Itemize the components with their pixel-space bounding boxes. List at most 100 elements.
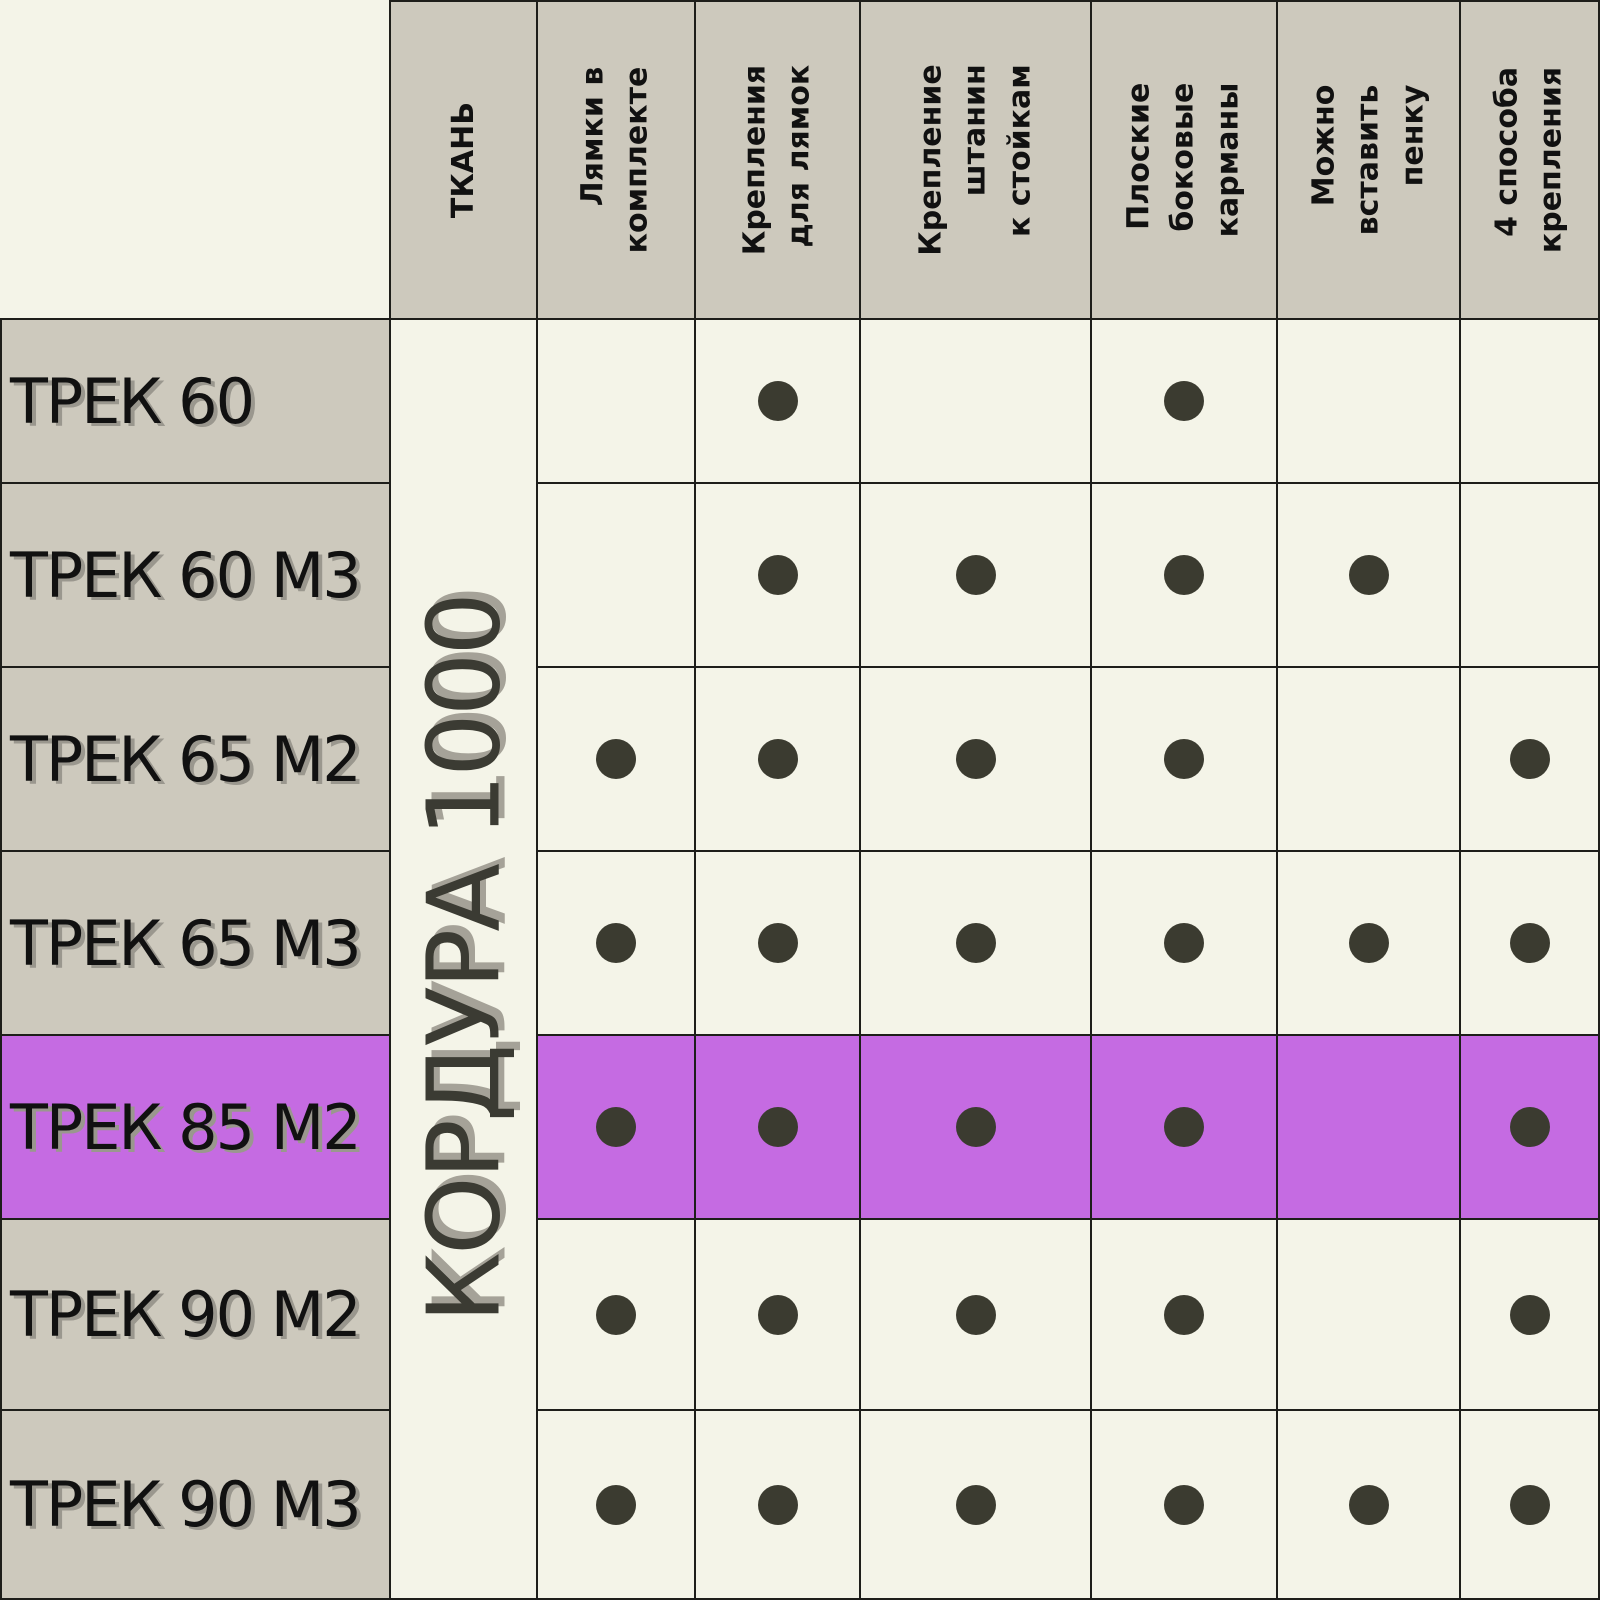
feature-cell: [694, 1218, 859, 1409]
feature-cell: [1276, 482, 1459, 666]
filled-circle-icon: [1164, 1294, 1204, 1335]
feature-cell: [859, 1409, 1090, 1600]
row-label: ТРЕК 65 М3: [0, 850, 391, 1034]
feature-cell: [1090, 1409, 1276, 1600]
header-feature-label: Можно вставить пенку: [1305, 84, 1430, 236]
feature-cell: [1459, 1409, 1600, 1600]
header-feature-label: Лямки в комплекте: [575, 66, 655, 254]
filled-circle-icon: [1164, 739, 1204, 779]
filled-circle-icon: [596, 1107, 636, 1147]
feature-cell: [1090, 1218, 1276, 1409]
feature-cell: [1276, 666, 1459, 850]
feature-cell: [1459, 318, 1600, 482]
feature-cell: [536, 482, 694, 666]
filled-circle-icon: [955, 555, 996, 595]
feature-cell: [1276, 1034, 1459, 1218]
filled-circle-icon: [757, 1294, 798, 1335]
filled-circle-icon: [1164, 555, 1204, 595]
row-label: ТРЕК 60 М3: [0, 482, 391, 666]
fabric-value: КОРДУРА 1000: [405, 594, 522, 1324]
filled-circle-icon: [757, 1484, 798, 1525]
header-feature-3: Крепление штанин к стойкам: [859, 0, 1090, 320]
feature-cell: [859, 1218, 1090, 1409]
header-feature-1: Лямки в комплекте: [536, 0, 694, 320]
header-feature-4: Плоские боковые карманы: [1090, 0, 1276, 320]
model-name: ТРЕК 60 М3: [10, 538, 362, 612]
feature-cell: [1459, 482, 1600, 666]
feature-cell: [859, 850, 1090, 1034]
filled-circle-icon: [1509, 923, 1550, 963]
filled-circle-icon: [596, 923, 636, 963]
filled-circle-icon: [955, 739, 996, 779]
feature-cell: [536, 850, 694, 1034]
filled-circle-icon: [955, 1294, 996, 1335]
feature-cell: [1459, 1034, 1600, 1218]
model-name: ТРЕК 65 М2: [10, 722, 362, 796]
row-label: ТРЕК 90 М3: [0, 1409, 391, 1600]
filled-circle-icon: [1509, 1484, 1550, 1525]
feature-cell: [1276, 850, 1459, 1034]
filled-circle-icon: [596, 739, 636, 779]
filled-circle-icon: [1348, 923, 1389, 963]
feature-cell: [859, 318, 1090, 482]
row-label: ТРЕК 60: [0, 318, 391, 482]
feature-cell: [694, 482, 859, 666]
filled-circle-icon: [757, 555, 798, 595]
filled-circle-icon: [955, 1107, 996, 1147]
feature-cell: [859, 1034, 1090, 1218]
feature-cell: [536, 1218, 694, 1409]
filled-circle-icon: [1348, 555, 1389, 595]
filled-circle-icon: [757, 739, 798, 779]
filled-circle-icon: [1164, 381, 1204, 421]
filled-circle-icon: [596, 1484, 636, 1525]
header-fabric: ТКАНЬ: [389, 0, 536, 320]
fabric-cell: КОРДУРА 1000: [389, 318, 536, 1600]
filled-circle-icon: [1164, 1107, 1204, 1147]
filled-circle-icon: [1509, 739, 1550, 779]
header-feature-label: 4 способа крепления: [1489, 66, 1569, 254]
feature-cell: [536, 1034, 694, 1218]
feature-cell: [1090, 1034, 1276, 1218]
model-name: ТРЕК 60: [10, 364, 255, 438]
header-feature-6: 4 способа крепления: [1459, 0, 1600, 320]
model-name: ТРЕК 90 М2: [10, 1278, 362, 1351]
row-label: ТРЕК 85 М2: [0, 1034, 391, 1218]
feature-cell: [1090, 318, 1276, 482]
row-label: ТРЕК 90 М2: [0, 1218, 391, 1409]
row-label: ТРЕК 65 М2: [0, 666, 391, 850]
feature-cell: [1459, 1218, 1600, 1409]
filled-circle-icon: [955, 1484, 996, 1525]
feature-cell: [694, 850, 859, 1034]
feature-cell: [859, 482, 1090, 666]
feature-cell: [536, 318, 694, 482]
filled-circle-icon: [1164, 923, 1204, 963]
feature-cell: [1276, 1218, 1459, 1409]
feature-cell: [694, 318, 859, 482]
filled-circle-icon: [955, 923, 996, 963]
feature-cell: [1459, 850, 1600, 1034]
filled-circle-icon: [757, 923, 798, 963]
feature-cell: [1090, 482, 1276, 666]
header-feature-label: Крепление штанин к стойкам: [912, 64, 1037, 256]
feature-cell: [536, 666, 694, 850]
feature-cell: [1276, 318, 1459, 482]
filled-circle-icon: [1348, 1484, 1389, 1525]
filled-circle-icon: [757, 1107, 798, 1147]
filled-circle-icon: [1509, 1107, 1550, 1147]
feature-cell: [1090, 666, 1276, 850]
header-fabric-label: ТКАНЬ: [445, 101, 481, 219]
filled-circle-icon: [757, 381, 798, 421]
model-name: ТРЕК 90 М3: [10, 1468, 362, 1541]
header-feature-5: Можно вставить пенку: [1276, 0, 1459, 320]
model-name: ТРЕК 85 М2: [10, 1090, 362, 1164]
feature-cell: [859, 666, 1090, 850]
model-name: ТРЕК 65 М3: [10, 906, 362, 980]
feature-cell: [536, 1409, 694, 1600]
filled-circle-icon: [1164, 1484, 1204, 1525]
header-feature-label: Крепления для лямок: [737, 64, 817, 256]
filled-circle-icon: [596, 1294, 636, 1335]
feature-cell: [694, 666, 859, 850]
feature-cell: [1459, 666, 1600, 850]
feature-cell: [1090, 850, 1276, 1034]
